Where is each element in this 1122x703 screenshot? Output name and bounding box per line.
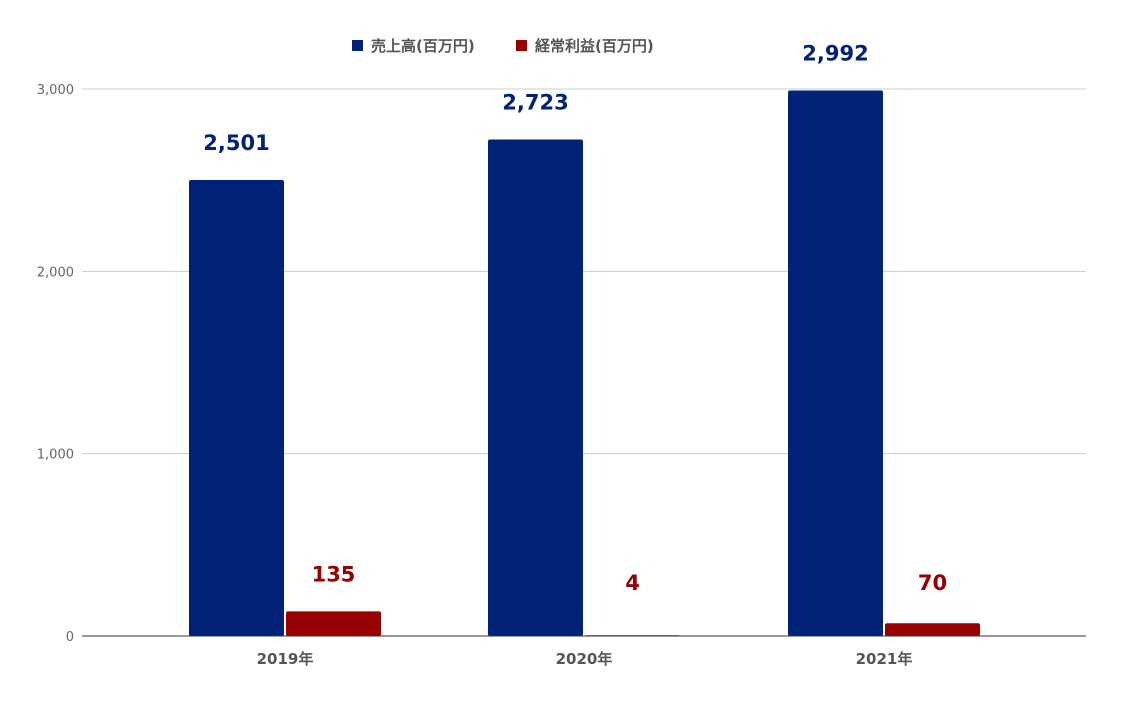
- data-label-series-0-1: 2,723: [502, 91, 568, 115]
- bars: [189, 90, 980, 637]
- x-axis-tick-labels: 2019年 2020年 2021年: [257, 650, 913, 668]
- y-tick-label: 0: [66, 630, 74, 645]
- y-tick-label: 3,000: [37, 83, 74, 98]
- legend-label-series-1: 経常利益(百万円): [535, 37, 654, 55]
- data-label-series-0-2: 2,992: [802, 41, 868, 65]
- bar-series-0-1: [488, 139, 583, 636]
- legend-swatch-series-0: [352, 40, 363, 51]
- legend: 売上高(百万円) 経常利益(百万円): [352, 37, 654, 55]
- data-label-series-1-2: 70: [918, 571, 947, 595]
- bar-series-0-2: [788, 90, 883, 636]
- x-tick-label: 2020年: [556, 650, 613, 668]
- x-tick-label: 2021年: [856, 650, 913, 668]
- y-axis-tick-labels: 0 1,000 2,000 3,000: [37, 83, 74, 645]
- x-tick-label: 2019年: [257, 650, 314, 668]
- y-tick-label: 2,000: [37, 265, 74, 280]
- data-label-series-1-1: 4: [625, 571, 640, 595]
- bar-series-1-2: [885, 623, 980, 636]
- bar-series-1-0: [286, 611, 381, 636]
- legend-swatch-series-1: [516, 40, 527, 51]
- data-label-series-1-0: 135: [312, 562, 356, 586]
- legend-label-series-0: 売上高(百万円): [371, 37, 475, 55]
- data-label-series-0-0: 2,501: [203, 131, 269, 155]
- data-labels: 2,501 2,723 2,992 135 4 70: [203, 41, 947, 595]
- y-tick-label: 1,000: [37, 448, 74, 463]
- bar-series-0-0: [189, 179, 284, 637]
